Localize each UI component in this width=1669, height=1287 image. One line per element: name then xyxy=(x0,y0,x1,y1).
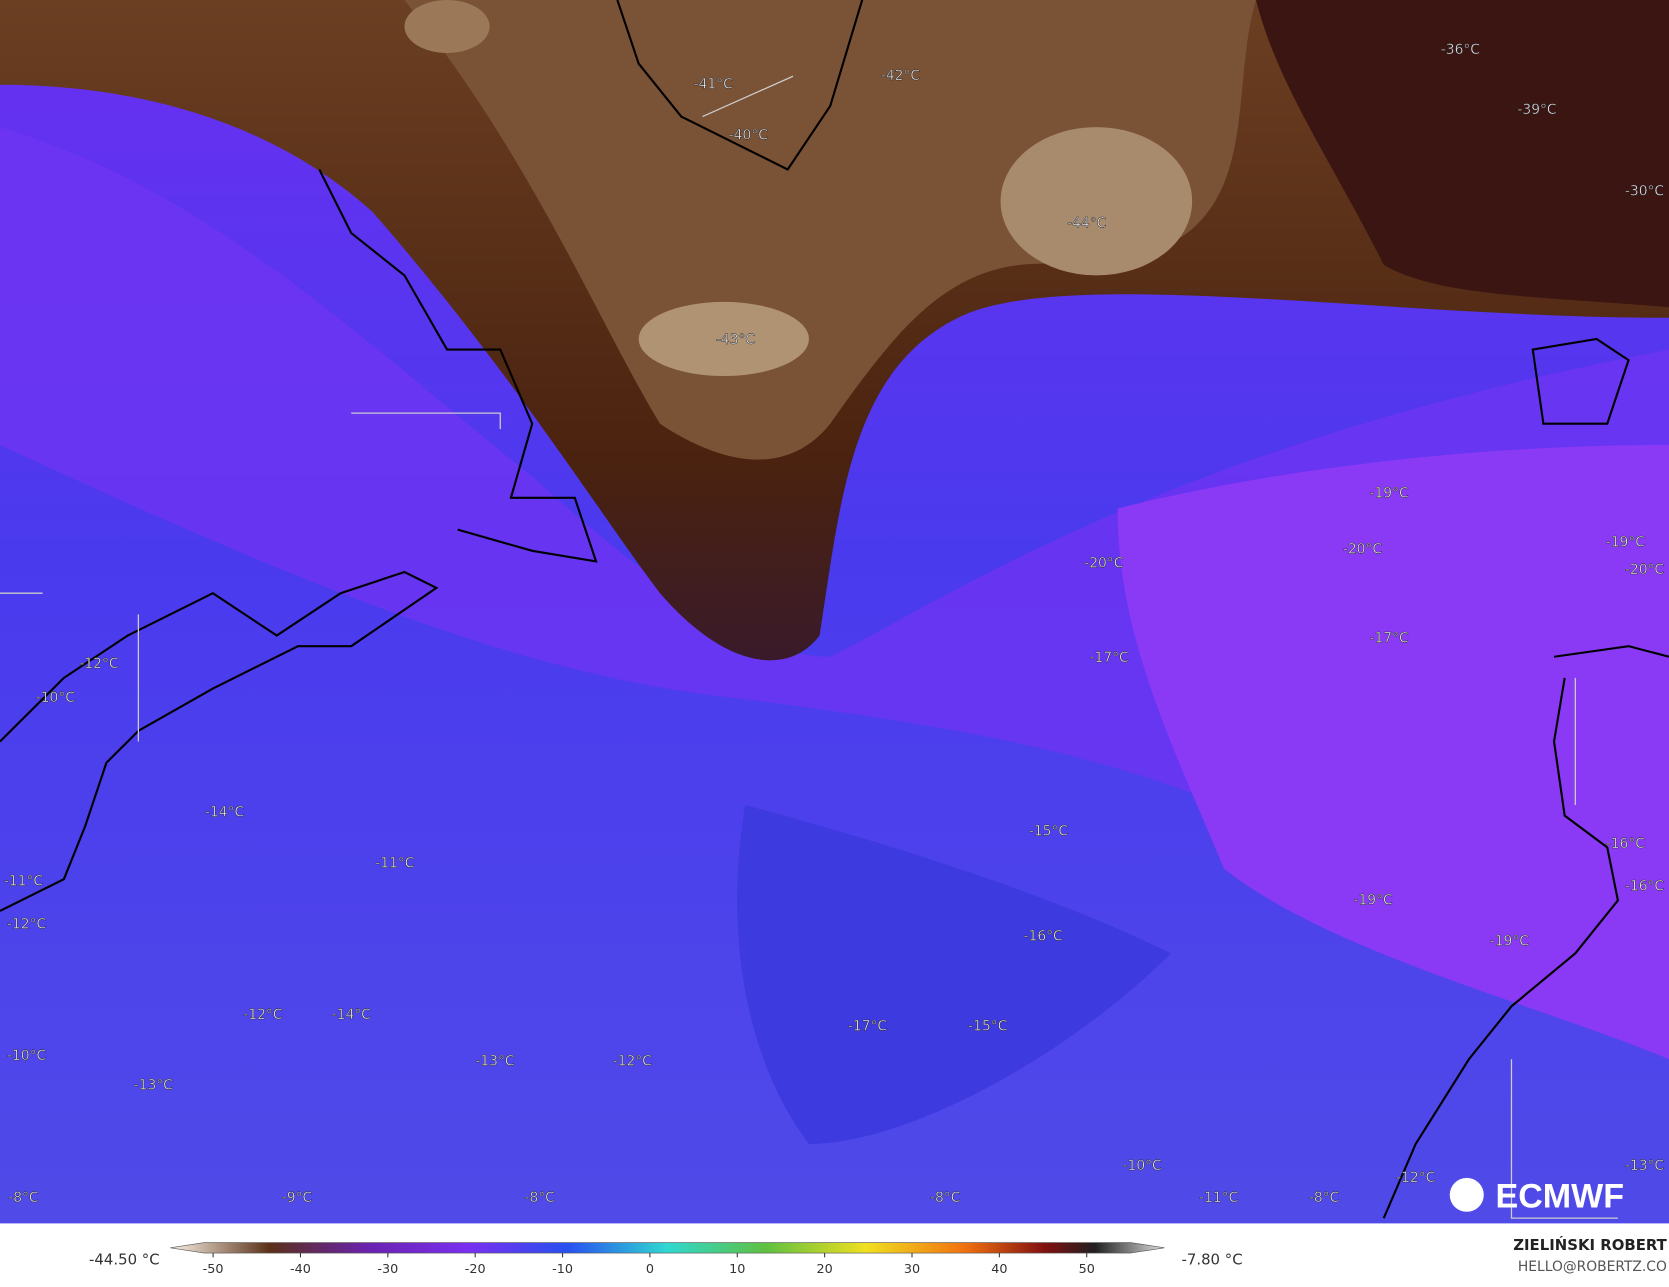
coastline xyxy=(318,169,598,563)
colorbar-tick-label: 20 xyxy=(817,1262,833,1277)
temperature-label: -19°C xyxy=(1490,934,1529,950)
logo-text: ECMWF xyxy=(1496,1178,1625,1216)
credit-contact: HELLO@ROBERTZ.CO xyxy=(1518,1259,1667,1275)
east-warm-region xyxy=(1117,444,1669,1060)
credit-name: ZIELIŃSKI ROBERT xyxy=(1513,1236,1668,1254)
temperature-label: -19°C xyxy=(1354,892,1393,908)
temperature-label: -10°C xyxy=(1123,1158,1162,1174)
cold-pocket xyxy=(737,805,1171,1144)
dark-region xyxy=(1256,0,1669,308)
temperature-label: -19°C xyxy=(1369,486,1408,502)
temperature-label: -13°C xyxy=(475,1053,514,1069)
colorbar-tick-label: -10 xyxy=(552,1262,573,1277)
temperature-label: -44°C xyxy=(1067,216,1106,232)
temperature-label: -14°C xyxy=(332,1007,371,1023)
colorbar-tick-label: -40 xyxy=(290,1262,311,1277)
colorbar-tick-label: 50 xyxy=(1079,1262,1095,1277)
colorbar-tick-label: 10 xyxy=(729,1262,745,1277)
temperature-label: -14°C xyxy=(205,804,244,820)
border xyxy=(0,75,1618,1219)
footer xyxy=(0,1223,1669,1287)
temperature-label: -41°C xyxy=(694,77,733,93)
temperature-label: -42°C xyxy=(881,68,920,84)
temperature-label: -8°C xyxy=(1309,1190,1339,1206)
temperature-label: -16°C xyxy=(1606,836,1645,852)
map: -41°C -42°C -40°C -36°C -39°C -30°C -44°C -43°C… xyxy=(0,0,1669,1224)
temperature-label: -12°C xyxy=(79,656,118,672)
core-region xyxy=(404,0,1257,460)
core-minimum xyxy=(638,301,809,377)
min-label: -44.50 °C xyxy=(89,1251,160,1269)
temperature-label: -12°C xyxy=(613,1053,652,1069)
temperature-label: -8°C xyxy=(524,1190,554,1206)
colorbar-tick-label: 30 xyxy=(904,1262,920,1277)
temperature-label: -19°C xyxy=(1606,534,1645,550)
max-label: -7.80 °C xyxy=(1181,1251,1242,1269)
colorbar-tick-label: -20 xyxy=(465,1262,486,1277)
temperature-label: -20°C xyxy=(1625,562,1664,578)
coastline xyxy=(0,570,439,912)
temperature-label: -11°C xyxy=(1199,1190,1238,1206)
temperature-label: -40°C xyxy=(729,128,768,144)
logo: ECMWF xyxy=(1449,1177,1625,1216)
temperature-label: -12°C xyxy=(1396,1170,1435,1186)
temperature-label: -17°C xyxy=(1090,650,1129,666)
coastlines xyxy=(0,0,1669,1219)
temperature-label: -10°C xyxy=(7,1048,46,1064)
coastline xyxy=(1382,645,1669,1219)
temperature-label: -11°C xyxy=(4,873,43,889)
core-minimum xyxy=(1000,127,1193,276)
temperature-label: -13°C xyxy=(134,1078,173,1094)
temperature-label: -11°C xyxy=(375,855,414,871)
temperature-label: -13°C xyxy=(1625,1158,1664,1174)
temperature-label: -43°C xyxy=(716,332,755,348)
logo-icon xyxy=(1449,1177,1484,1212)
temperature-label: -15°C xyxy=(968,1018,1007,1034)
temperature-label: -16°C xyxy=(1024,928,1063,944)
coastline xyxy=(1531,337,1630,425)
coastline xyxy=(616,0,864,171)
temperature-label: -8°C xyxy=(8,1190,38,1206)
temperature-label: -9°C xyxy=(282,1190,312,1206)
temperature-label: -17°C xyxy=(1369,631,1408,647)
colorbar-tick-label: -50 xyxy=(203,1262,224,1277)
temperature-label: -20°C xyxy=(1343,542,1382,558)
borders xyxy=(0,75,1618,1219)
temperature-label: -36°C xyxy=(1441,42,1480,58)
temperature-label: -12°C xyxy=(243,1007,282,1023)
temperature-label: -30°C xyxy=(1625,184,1664,200)
colorbar xyxy=(170,1242,1165,1254)
temperature-label: -10°C xyxy=(36,690,75,706)
temperature-label: -15°C xyxy=(1029,824,1068,840)
temperature-label: -20°C xyxy=(1084,556,1123,572)
colorbar-tick-label: 0 xyxy=(646,1262,654,1277)
temperature-label: -12°C xyxy=(7,917,46,933)
temperature-label: -39°C xyxy=(1517,102,1556,118)
core-minimum xyxy=(404,0,490,53)
colorbar-tick-label: -30 xyxy=(377,1262,398,1277)
temperature-label: -16°C xyxy=(1625,879,1664,895)
temperature-label: -17°C xyxy=(848,1018,887,1034)
temperature-label: -8°C xyxy=(930,1190,960,1206)
colorbar-tick-label: 40 xyxy=(991,1262,1007,1277)
